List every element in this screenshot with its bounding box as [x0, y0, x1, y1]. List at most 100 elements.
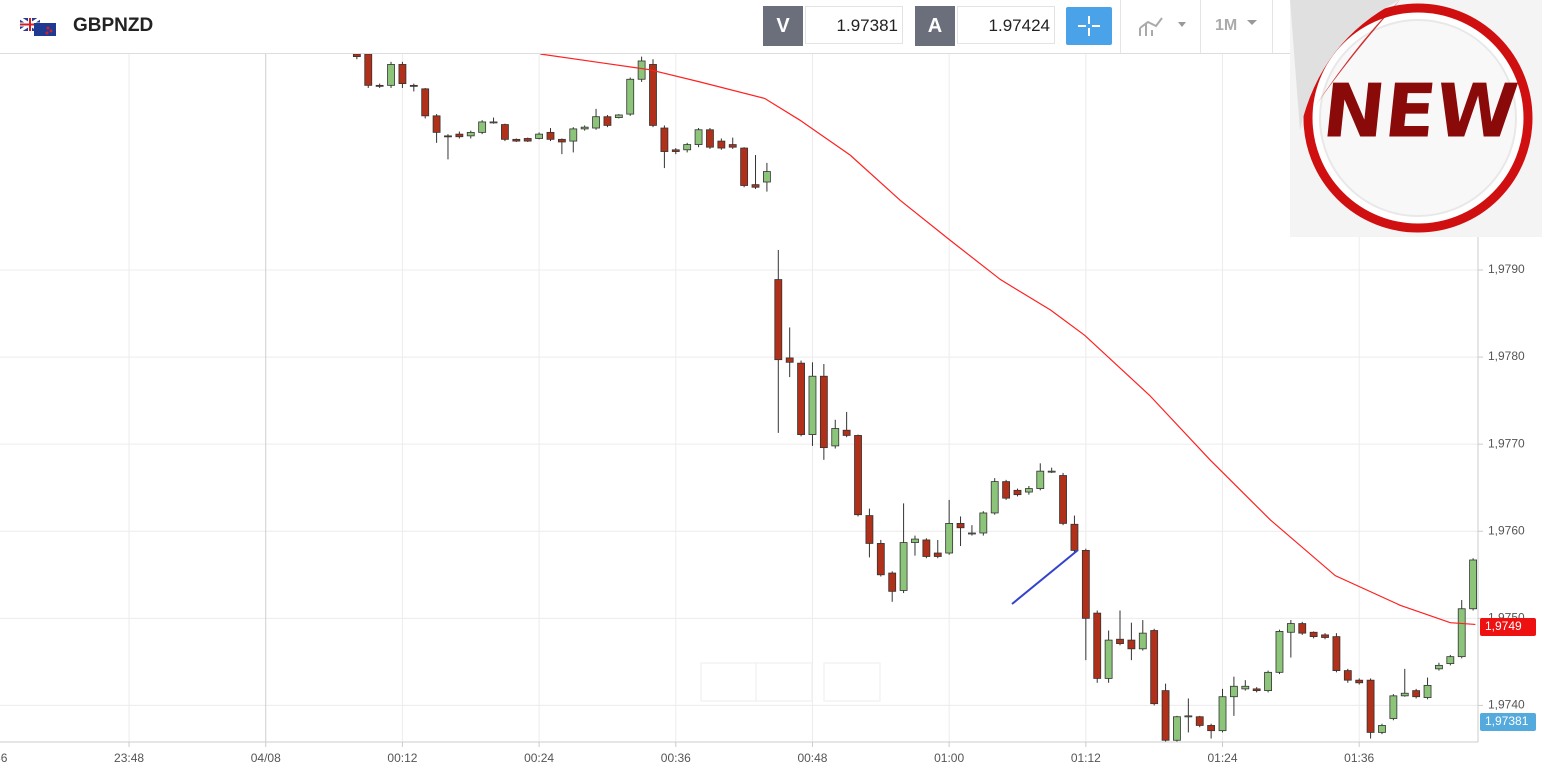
- bid-price[interactable]: 1.97381: [805, 6, 903, 44]
- x-tick-label: 00:24: [524, 751, 554, 765]
- candle-body: [1446, 656, 1455, 665]
- candle-body: [1184, 715, 1193, 718]
- chart-type-button[interactable]: [1136, 14, 1192, 40]
- y-tick-label: 1,9740: [1488, 698, 1525, 712]
- candle-body: [660, 127, 669, 152]
- badge-text: NEW: [1319, 69, 1522, 155]
- y-tick-label: 1,9780: [1488, 349, 1525, 363]
- nav-button[interactable]: [823, 662, 881, 702]
- candle-body: [432, 115, 441, 133]
- toolbar: GBPNZD V 1.97381 A 1.97424 1M: [0, 0, 1542, 54]
- candle-body: [728, 144, 737, 148]
- candle-body: [1081, 550, 1090, 619]
- candle-body: [808, 375, 817, 435]
- y-tick-label: 1,9790: [1488, 262, 1525, 276]
- candle-body: [1241, 685, 1250, 690]
- plot-area: [352, 54, 1478, 742]
- candle-body: [911, 538, 919, 543]
- candle-body: [922, 539, 931, 557]
- x-tick-label: 01:00: [934, 751, 964, 765]
- candle-body: [933, 552, 942, 557]
- candle-body: [398, 64, 407, 85]
- candle-body: [671, 149, 680, 152]
- candle-body: [774, 279, 783, 361]
- candle-body: [501, 124, 509, 140]
- candle-body: [854, 435, 862, 516]
- candle-body: [614, 114, 623, 118]
- price-label: 1,97381: [1485, 714, 1529, 728]
- y-tick-label: 1,9760: [1488, 523, 1525, 537]
- candle-body: [706, 129, 714, 148]
- candle-body: [740, 147, 749, 186]
- nav-button[interactable]: [700, 662, 757, 702]
- candle-body: [512, 138, 521, 142]
- candle-body: [819, 375, 828, 449]
- nav-button[interactable]: [755, 662, 813, 702]
- candle-body: [1423, 684, 1432, 698]
- candle-body: [1298, 623, 1307, 634]
- candle-body: [1138, 632, 1147, 650]
- candle-body: [1457, 608, 1466, 658]
- timeframe[interactable]: 1M: [1215, 17, 1238, 34]
- candle-body: [1389, 695, 1398, 719]
- candle-body: [888, 572, 897, 592]
- candle-body: [1173, 716, 1181, 741]
- candle-body: [1286, 623, 1295, 633]
- candle-body: [1150, 630, 1159, 705]
- x-tick-label: 00:12: [387, 751, 417, 765]
- x-tick-label: 00:48: [797, 751, 827, 765]
- separator: [1120, 0, 1121, 53]
- candle-body: [694, 129, 703, 145]
- candle-body: [375, 84, 384, 87]
- candle-body: [1002, 481, 1011, 499]
- candle-body: [1366, 679, 1375, 733]
- candle-body: [831, 428, 840, 447]
- candle-body: [352, 54, 361, 58]
- price-label-box: [1480, 712, 1536, 731]
- x-tick-label: 23:36: [0, 751, 8, 765]
- ask-price[interactable]: 1.97424: [957, 6, 1055, 44]
- separator: [1200, 0, 1201, 53]
- candle-body: [1343, 670, 1352, 681]
- x-tick-label: 04/08: [251, 751, 281, 765]
- ask-label[interactable]: A: [915, 6, 955, 46]
- candle-body: [1036, 470, 1045, 489]
- axes: 1,97401,97501,97601,97701,97801,979023:3…: [0, 262, 1536, 765]
- dropdown-arrow: [1247, 20, 1257, 25]
- candle-body: [489, 121, 498, 124]
- candle-body: [945, 523, 954, 554]
- candle-body: [683, 144, 692, 151]
- candle-body: [1412, 690, 1421, 698]
- candle-body: [466, 131, 475, 137]
- y-tick-label: 1,9770: [1488, 436, 1525, 450]
- crosshair-button[interactable]: [1066, 7, 1112, 45]
- candle-body: [569, 128, 578, 142]
- candle-body: [1435, 664, 1443, 670]
- candle-body: [956, 523, 965, 529]
- candle-body: [842, 429, 851, 436]
- candle-body: [364, 54, 373, 86]
- candle-body: [1161, 690, 1170, 741]
- x-tick-label: 23:48: [114, 751, 144, 765]
- candle-body: [876, 543, 885, 576]
- x-tick-label: 01:12: [1071, 751, 1101, 765]
- x-tick-label: 01:24: [1208, 751, 1238, 765]
- candle-body: [865, 515, 874, 544]
- trend-drawing: [1011, 549, 1079, 605]
- separator: [1272, 0, 1273, 53]
- candle-body: [557, 138, 566, 143]
- candle-body: [1252, 688, 1261, 692]
- candle-body: [444, 135, 452, 138]
- bid-label[interactable]: V: [763, 6, 803, 46]
- candle-body: [1207, 725, 1216, 732]
- flag-icon: [20, 18, 56, 36]
- candle-body: [1059, 475, 1067, 524]
- candle-body: [1116, 638, 1124, 644]
- x-tick-label: 00:36: [661, 751, 691, 765]
- x-tick-label: 01:36: [1344, 751, 1374, 765]
- candle-body: [1378, 725, 1386, 733]
- candle-body: [626, 78, 635, 115]
- candle-body: [1195, 716, 1204, 726]
- price-label-box: [1480, 618, 1536, 637]
